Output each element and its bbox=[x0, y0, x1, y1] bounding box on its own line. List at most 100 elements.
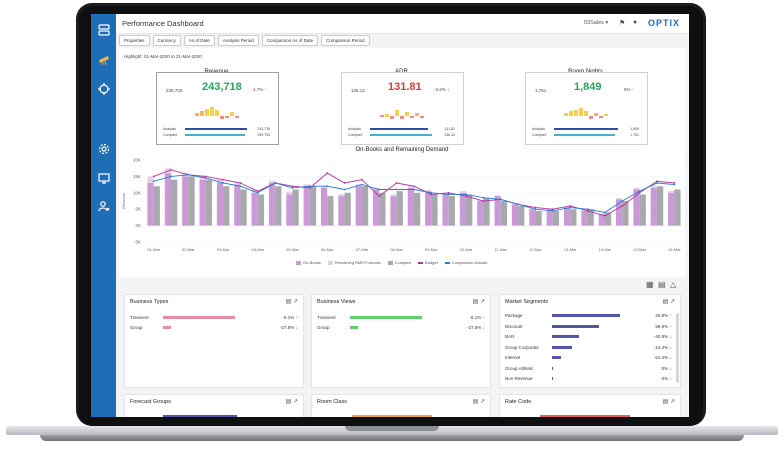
row-label: Group Corporate bbox=[505, 344, 539, 350]
chart-view-icon[interactable]: ▤ bbox=[658, 280, 666, 289]
row-bar bbox=[552, 335, 579, 338]
legend-item-remaining[interactable]: Remaining RMS Forecast bbox=[327, 260, 381, 265]
bar-on-books bbox=[390, 196, 397, 226]
page-title: Performance Dashboard bbox=[122, 19, 204, 28]
arrow-down-icon: ↓ bbox=[668, 376, 672, 382]
bar-remaining-forecast bbox=[459, 191, 467, 193]
monitor-icon[interactable] bbox=[96, 170, 111, 185]
filter-comparison-period[interactable]: Comparison Period bbox=[321, 35, 370, 46]
scrollbar[interactable] bbox=[676, 313, 679, 383]
row-pct-text: -14.4% bbox=[653, 344, 669, 350]
point-comparison-actuals bbox=[465, 193, 467, 196]
filter-as-of-date[interactable]: As of Date bbox=[183, 35, 215, 46]
bar-on-books bbox=[286, 194, 293, 226]
filter-bar: Properties Currency As of Date Analysis … bbox=[119, 35, 370, 46]
arrow-up-icon: ↑ bbox=[482, 315, 486, 321]
point-budget bbox=[256, 190, 259, 193]
bar-on-books bbox=[616, 199, 623, 226]
card-rate-code: Rate Code ▤ ↗ bbox=[499, 394, 681, 417]
bar-on-books bbox=[234, 184, 241, 226]
row-label: Transient bbox=[317, 315, 336, 320]
bar-on-books bbox=[407, 187, 414, 226]
bar-compare bbox=[656, 186, 664, 226]
bar-compare bbox=[205, 179, 212, 226]
point-budget bbox=[308, 186, 311, 189]
x-tick-label: 03-Mar bbox=[217, 247, 230, 252]
row-bar bbox=[163, 326, 171, 329]
y-tick-label: -5K bbox=[134, 240, 141, 245]
row-pct: -6.1% ↑ bbox=[282, 315, 298, 321]
export-icon[interactable]: △ bbox=[670, 280, 677, 289]
bar-on-books bbox=[529, 209, 536, 226]
legend-item-on-books[interactable]: On-Books bbox=[296, 260, 321, 265]
table-view-icon[interactable]: ▦ bbox=[646, 280, 654, 289]
point-comparison-actuals bbox=[430, 191, 433, 194]
point-budget bbox=[604, 214, 606, 217]
point-budget bbox=[395, 182, 398, 184]
x-tick-label: 14-Mar bbox=[599, 247, 612, 252]
point-budget bbox=[326, 172, 329, 175]
card-tools-icon[interactable]: ▤ ↗ bbox=[472, 399, 485, 405]
row-label: Discount bbox=[505, 323, 523, 329]
card-business-views: Business Views ▤ ↗ Transient -6.1% ↑ Gro… bbox=[311, 294, 491, 388]
point-budget bbox=[430, 193, 433, 196]
row-bar bbox=[163, 415, 237, 417]
legend-item-budget[interactable]: Budget bbox=[418, 260, 438, 265]
point-comparison-actuals bbox=[274, 182, 277, 184]
filter-comparison-as-of-date[interactable]: Comparison As of Date bbox=[261, 35, 319, 46]
row-bar bbox=[350, 316, 422, 319]
x-tick-label: 07-Mar bbox=[356, 247, 369, 252]
row-bar bbox=[552, 356, 561, 359]
point-budget bbox=[465, 195, 467, 197]
point-budget bbox=[170, 168, 172, 171]
kpi-card-revenue[interactable]: 239,703 243,718 1.7% ↑ Analysis 243,718 … bbox=[156, 72, 279, 145]
point-budget bbox=[482, 200, 485, 202]
bar-remaining-forecast bbox=[425, 189, 432, 192]
y-tick-label: 20K bbox=[133, 158, 141, 163]
point-comparison-actuals bbox=[604, 211, 606, 214]
y-tick-label: 10K bbox=[133, 190, 141, 195]
arrow-down-icon: ↓ bbox=[668, 344, 672, 351]
card-tools-icon[interactable]: ▤ ↗ bbox=[285, 399, 298, 405]
card-tools-icon[interactable]: ▤ ↗ bbox=[662, 399, 675, 405]
bar-compare bbox=[379, 192, 386, 226]
kpi-card-room-nights[interactable]: 1,761 1,849 5% ↑ Analysis 1,849 Compare … bbox=[525, 72, 648, 145]
notifications-icon[interactable]: ⚑ bbox=[619, 20, 626, 27]
telescope-icon[interactable] bbox=[96, 52, 111, 67]
filter-currency[interactable]: Currency bbox=[152, 35, 181, 46]
x-tick-label: 09-Mar bbox=[425, 247, 438, 252]
bar-remaining-forecast bbox=[268, 180, 276, 183]
row-pct: -6.1% ↑ bbox=[469, 315, 485, 321]
server-icon[interactable] bbox=[96, 22, 111, 37]
card-tools-icon[interactable]: ▤ ↗ bbox=[472, 299, 485, 305]
filter-properties[interactable]: Properties bbox=[119, 35, 150, 46]
row-label: Non Revenue bbox=[505, 376, 533, 381]
kpi-card-adr[interactable]: 136.12 131.81 -3.2% ↓ Analysis 131.81 Co… bbox=[341, 72, 464, 145]
user-settings-icon[interactable] bbox=[96, 198, 111, 213]
point-comparison-actuals bbox=[187, 173, 190, 176]
kpi-analysis-bar bbox=[185, 128, 247, 130]
crosshair-icon[interactable] bbox=[96, 81, 111, 96]
kpi-analysis-value: 243,718 bbox=[257, 127, 270, 131]
settings-icon[interactable] bbox=[96, 141, 111, 156]
user-menu[interactable]: 03Sales ▾ bbox=[584, 20, 609, 26]
bar-remaining-forecast bbox=[668, 190, 675, 193]
card-tools-icon[interactable]: ▤ ↗ bbox=[285, 299, 298, 305]
bar-remaining-forecast bbox=[320, 185, 328, 188]
legend-item-comparison-actuals[interactable]: Comparison Actuals bbox=[444, 260, 487, 265]
filter-analysis-period[interactable]: Analysis Period bbox=[217, 35, 259, 46]
bar-compare bbox=[622, 201, 629, 226]
card-title: Rate Code bbox=[505, 399, 532, 405]
bar-compare bbox=[257, 194, 265, 226]
card-title: Business Views bbox=[317, 299, 356, 305]
point-budget bbox=[378, 195, 381, 197]
bar-on-books bbox=[511, 204, 519, 226]
kpi-compare-value: 136.12 bbox=[351, 88, 365, 93]
x-tick-label: 13-Mar bbox=[564, 247, 577, 252]
account-icon[interactable]: ● bbox=[633, 19, 638, 26]
card-tools-icon[interactable]: ▤ ↗ bbox=[662, 299, 675, 305]
row-label: Group Athletic bbox=[505, 365, 534, 371]
legend-item-compare[interactable]: Compare bbox=[387, 260, 411, 265]
row-label: Transient bbox=[130, 315, 149, 320]
row-pct-text: 0% bbox=[661, 376, 669, 381]
